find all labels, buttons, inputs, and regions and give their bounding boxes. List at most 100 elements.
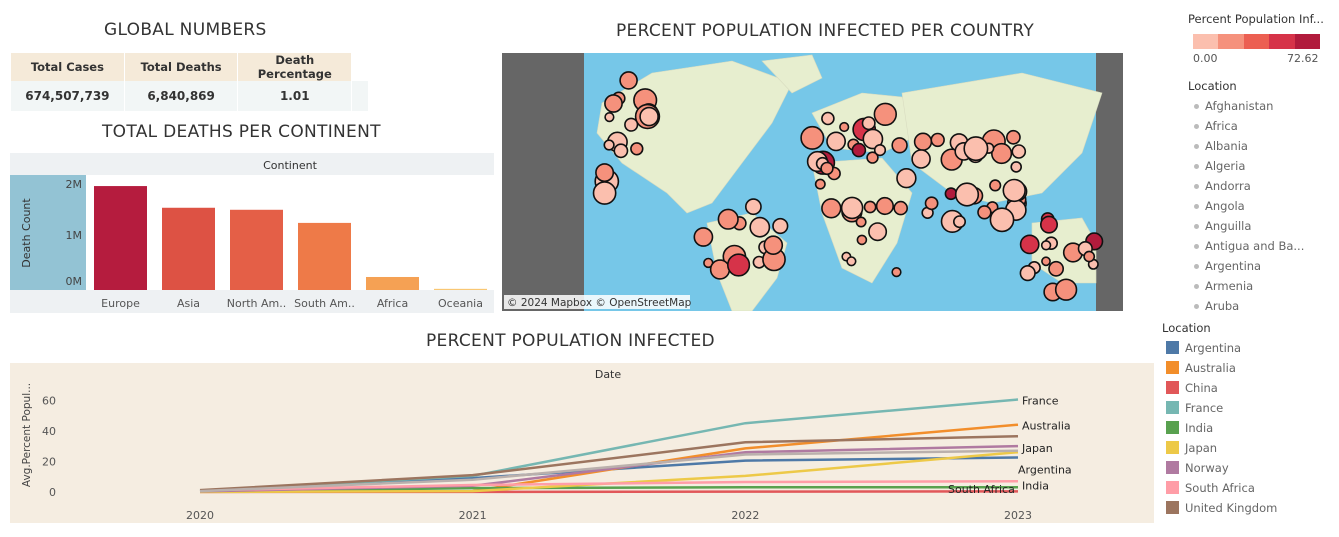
line-legend-item[interactable]: India bbox=[1162, 418, 1332, 438]
bar-africa[interactable] bbox=[366, 276, 419, 290]
bar-south-am-[interactable] bbox=[298, 222, 351, 290]
country-marker[interactable] bbox=[1010, 161, 1023, 173]
country-marker[interactable] bbox=[1040, 240, 1052, 251]
line-legend-item[interactable]: China bbox=[1162, 378, 1332, 398]
country-marker[interactable] bbox=[924, 196, 939, 211]
country-marker[interactable] bbox=[930, 132, 945, 148]
country-marker[interactable] bbox=[1039, 215, 1058, 234]
country-marker[interactable] bbox=[840, 196, 864, 220]
country-marker[interactable] bbox=[891, 137, 908, 154]
location-item[interactable]: Anguilla bbox=[1184, 216, 1334, 236]
country-marker[interactable] bbox=[1054, 278, 1078, 301]
location-item[interactable]: Albania bbox=[1184, 136, 1334, 156]
location-item[interactable]: Armenia bbox=[1184, 276, 1334, 296]
series-line-united-kingdom[interactable] bbox=[199, 434, 1019, 492]
world-map[interactable]: © 2024 Mapbox © OpenStreetMap bbox=[502, 53, 1123, 311]
country-marker[interactable] bbox=[763, 235, 784, 255]
country-marker[interactable] bbox=[868, 222, 888, 242]
country-marker[interactable] bbox=[839, 121, 850, 133]
country-marker[interactable] bbox=[619, 71, 638, 90]
series-line-india[interactable] bbox=[199, 486, 1018, 493]
country-marker[interactable] bbox=[744, 198, 762, 216]
bar-oceania[interactable] bbox=[434, 288, 487, 290]
line-legend-item[interactable]: Norway bbox=[1162, 458, 1332, 478]
country-marker[interactable] bbox=[977, 205, 992, 220]
country-marker[interactable] bbox=[896, 167, 917, 189]
country-marker[interactable] bbox=[604, 111, 615, 123]
country-marker[interactable] bbox=[639, 106, 659, 127]
country-marker[interactable] bbox=[851, 142, 867, 158]
country-marker[interactable] bbox=[861, 116, 876, 131]
bar-europe[interactable] bbox=[94, 186, 147, 290]
country-marker[interactable] bbox=[855, 216, 867, 228]
country-marker[interactable] bbox=[1083, 250, 1096, 263]
country-marker[interactable] bbox=[709, 259, 731, 280]
line-legend-item[interactable]: Japan bbox=[1162, 438, 1332, 458]
country-marker[interactable] bbox=[613, 143, 629, 159]
location-item[interactable]: Argentina bbox=[1184, 256, 1334, 276]
location-item[interactable]: Antigua and Ba... bbox=[1184, 236, 1334, 256]
country-marker[interactable] bbox=[814, 178, 826, 190]
country-marker[interactable] bbox=[875, 196, 895, 216]
country-marker[interactable] bbox=[893, 200, 909, 216]
country-marker[interactable] bbox=[856, 234, 868, 246]
country-marker[interactable] bbox=[1019, 234, 1040, 255]
country-marker[interactable] bbox=[1002, 178, 1026, 203]
location-item[interactable]: Algeria bbox=[1184, 156, 1334, 176]
country-marker[interactable] bbox=[800, 125, 825, 150]
location-item[interactable]: Africa bbox=[1184, 116, 1334, 136]
country-marker[interactable] bbox=[913, 132, 933, 151]
map-location-list[interactable]: Afghanistan Africa Albania Algeria Andor… bbox=[1184, 96, 1334, 316]
country-marker[interactable] bbox=[989, 207, 1015, 233]
location-item[interactable]: Aruba bbox=[1184, 296, 1334, 316]
country-marker[interactable] bbox=[820, 161, 834, 176]
country-marker[interactable] bbox=[873, 102, 897, 127]
country-marker[interactable] bbox=[717, 208, 739, 230]
series-line-unlabeled[interactable] bbox=[199, 449, 1019, 493]
location-item[interactable]: Afghanistan bbox=[1184, 96, 1334, 116]
country-marker[interactable] bbox=[624, 117, 639, 132]
country-marker[interactable] bbox=[604, 94, 623, 113]
line-legend-item[interactable]: South Africa bbox=[1162, 478, 1332, 498]
country-marker[interactable] bbox=[862, 128, 884, 150]
country-marker[interactable] bbox=[727, 253, 751, 277]
country-marker[interactable] bbox=[963, 136, 989, 162]
country-marker[interactable] bbox=[911, 149, 931, 169]
line-legend-item[interactable]: United Kingdom bbox=[1162, 498, 1332, 518]
country-marker[interactable] bbox=[846, 256, 857, 267]
country-marker[interactable] bbox=[772, 217, 789, 235]
country-marker[interactable] bbox=[693, 227, 714, 247]
location-item[interactable]: Angola bbox=[1184, 196, 1334, 216]
country-marker[interactable] bbox=[873, 143, 887, 157]
country-marker[interactable] bbox=[989, 179, 1002, 192]
country-marker[interactable] bbox=[1005, 129, 1021, 145]
country-marker[interactable] bbox=[821, 198, 842, 219]
line-legend-item[interactable]: France bbox=[1162, 398, 1332, 418]
country-marker[interactable] bbox=[991, 142, 1013, 165]
country-marker[interactable] bbox=[944, 187, 958, 201]
country-marker[interactable] bbox=[603, 139, 615, 151]
country-marker[interactable] bbox=[954, 182, 980, 207]
line-legend-item[interactable]: Australia bbox=[1162, 358, 1332, 378]
country-marker[interactable] bbox=[821, 111, 835, 126]
series-line-south-africa[interactable] bbox=[199, 479, 1019, 492]
line-legend-item[interactable]: Argentina bbox=[1162, 338, 1332, 358]
bar-north-am-[interactable] bbox=[230, 209, 283, 290]
country-marker[interactable] bbox=[630, 142, 644, 156]
country-marker[interactable] bbox=[749, 216, 771, 238]
country-marker[interactable] bbox=[1019, 265, 1036, 282]
country-marker[interactable] bbox=[592, 181, 617, 205]
country-marker[interactable] bbox=[595, 163, 615, 183]
country-marker[interactable] bbox=[1041, 256, 1051, 267]
country-marker[interactable] bbox=[866, 151, 879, 164]
country-marker[interactable] bbox=[1048, 260, 1064, 277]
bar-asia[interactable] bbox=[162, 207, 215, 290]
country-marker[interactable] bbox=[891, 267, 902, 278]
country-marker[interactable] bbox=[1011, 144, 1027, 159]
country-marker[interactable] bbox=[826, 131, 847, 152]
line-legend[interactable]: Argentina Australia China France India Japan N… bbox=[1162, 338, 1332, 518]
country-marker[interactable] bbox=[863, 200, 877, 214]
continent-bar-chart[interactable]: Continent Death Count 2M 1M 0M Europe Asi… bbox=[10, 153, 494, 313]
country-marker[interactable] bbox=[952, 215, 966, 229]
